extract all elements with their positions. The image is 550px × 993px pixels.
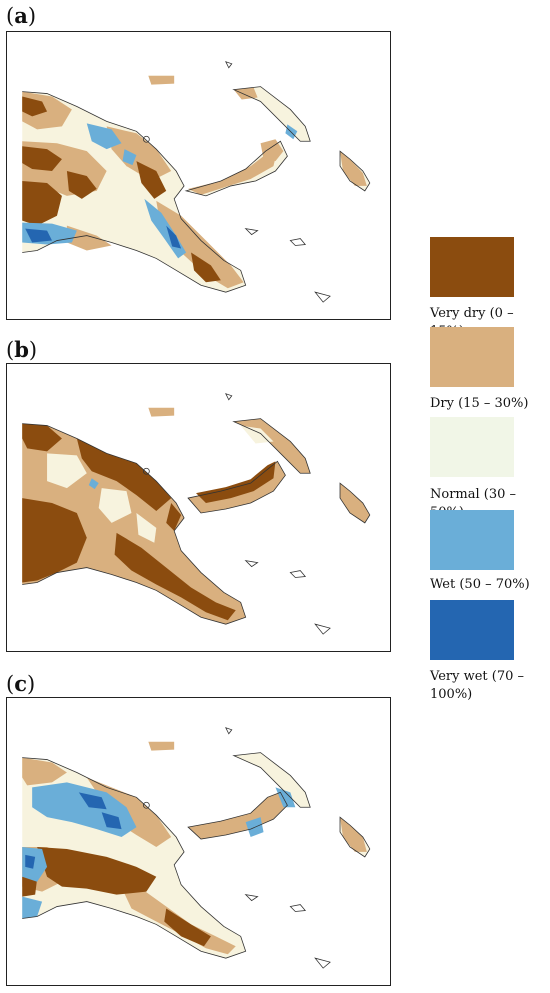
panel-a-label: (a) xyxy=(6,3,37,29)
legend-label-wet: Wet (50 – 70%) xyxy=(430,577,530,592)
panel-c-label: (c) xyxy=(6,671,36,697)
very-wet-areas xyxy=(25,225,182,249)
coastline-outlines xyxy=(22,61,371,303)
coastline-outlines xyxy=(22,393,371,635)
map-panel-c xyxy=(6,697,391,986)
coastline-outlines xyxy=(22,727,371,969)
map-panel-a xyxy=(6,31,391,320)
legend-swatch-very-wet xyxy=(430,600,514,660)
very-wet-areas xyxy=(25,792,122,869)
very-dry-areas xyxy=(22,846,211,947)
legend-swatch-dry xyxy=(430,327,514,387)
normal-patches xyxy=(47,425,274,543)
map-c-svg xyxy=(22,727,371,969)
panel-b-label: (b) xyxy=(6,337,38,363)
map-a-svg xyxy=(22,61,371,303)
legend-swatch-wet xyxy=(430,510,514,570)
very-dry-areas xyxy=(22,423,276,621)
map-panel-b xyxy=(6,363,391,652)
legend-label-dry: Dry (15 – 30%) xyxy=(430,396,529,411)
legend-swatch-very-dry xyxy=(430,237,514,297)
wet-areas xyxy=(88,478,99,490)
legend-label-very-wet: Very wet (70 – 100%) xyxy=(430,669,525,702)
map-b-svg xyxy=(22,393,371,635)
legend-swatch-normal xyxy=(430,417,514,477)
very-dry-areas xyxy=(22,96,221,283)
